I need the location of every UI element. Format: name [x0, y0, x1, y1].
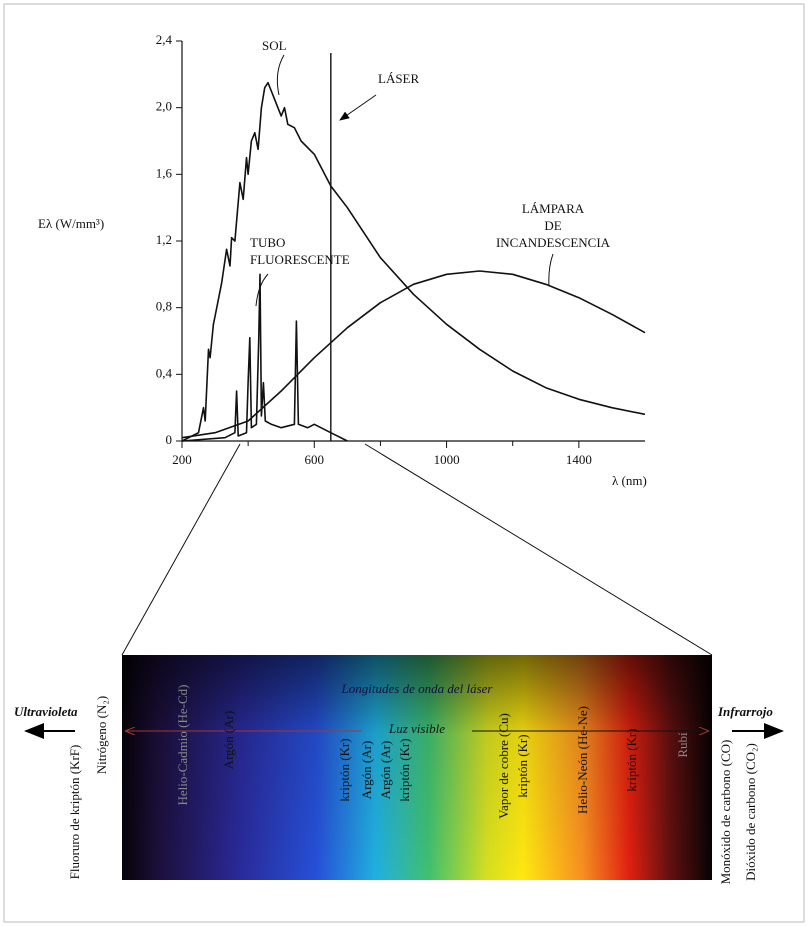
- spectrum-title: Longitudes de onda del láser: [341, 681, 494, 696]
- laser-type-label: Argón (Ar): [221, 711, 236, 770]
- frame: [3, 3, 805, 923]
- laser-label: LÁSER: [378, 71, 420, 86]
- laser-type-label: Argón (Ar): [359, 741, 374, 800]
- series-label: SOL: [262, 38, 287, 53]
- x-tick-label: 1000: [434, 452, 460, 467]
- laser-type-label: Fluoruro de kriptón (KrF): [67, 745, 82, 880]
- series-label: LÁMPARA DE INCANDESCENCIA: [495, 201, 611, 250]
- zoom-line: [364, 443, 713, 656]
- series-line: [181, 273, 348, 442]
- x-tick-label: 600: [305, 452, 325, 467]
- laser-type-label: Dióxido de carbono (CO₂): [743, 743, 758, 881]
- laser-type-label: Helio-Cadmio (He-Cd): [175, 685, 190, 806]
- series-label: TUBO FLUORESCENTE: [250, 235, 350, 267]
- laser-type-label: Monóxido de carbono (CO): [718, 740, 733, 885]
- leader: [548, 253, 554, 287]
- leader: [276, 54, 285, 96]
- laser-type-label: kriptón (Kr): [624, 728, 639, 791]
- laser-type-label: kriptón (Kr): [337, 738, 352, 801]
- leader: [255, 273, 269, 307]
- y-axis-label: Eλ (W/mm³): [38, 216, 104, 231]
- x-axis-label: λ (nm): [612, 473, 647, 488]
- laser-type-label: Helio-Neón (He-Ne): [575, 706, 590, 814]
- series-line: [181, 270, 646, 439]
- laser-type-label: Argón (Ar): [378, 741, 393, 800]
- spectrum-shade: [122, 655, 712, 880]
- laser-type-label: kriptón (Kr): [515, 734, 530, 797]
- x-tick-label: 1400: [566, 452, 592, 467]
- laser-type-label: Vapor de cobre (Cu): [496, 713, 511, 819]
- y-tick-label: 2,4: [156, 32, 173, 47]
- uv-label: Ultravioleta: [14, 704, 78, 719]
- laser-type-label: Nitrógeno (N₂): [94, 696, 109, 775]
- y-tick-label: 0,8: [156, 299, 172, 314]
- leader: [339, 94, 377, 121]
- visible-label: Luz visible: [388, 721, 445, 736]
- zoom-line: [121, 443, 241, 656]
- laser-type-label: Rubí: [675, 732, 690, 758]
- y-tick-label: 2,0: [156, 99, 172, 114]
- x-tick-label: 200: [172, 452, 192, 467]
- laser-type-label: kriptón (Kr): [397, 738, 412, 801]
- y-tick-label: 0,4: [156, 365, 173, 380]
- y-tick-label: 1,6: [156, 165, 173, 180]
- ir-label: Infrarrojo: [717, 704, 773, 719]
- y-tick-label: 0: [166, 432, 173, 447]
- y-tick-label: 1,2: [156, 232, 172, 247]
- series-line: [181, 81, 646, 442]
